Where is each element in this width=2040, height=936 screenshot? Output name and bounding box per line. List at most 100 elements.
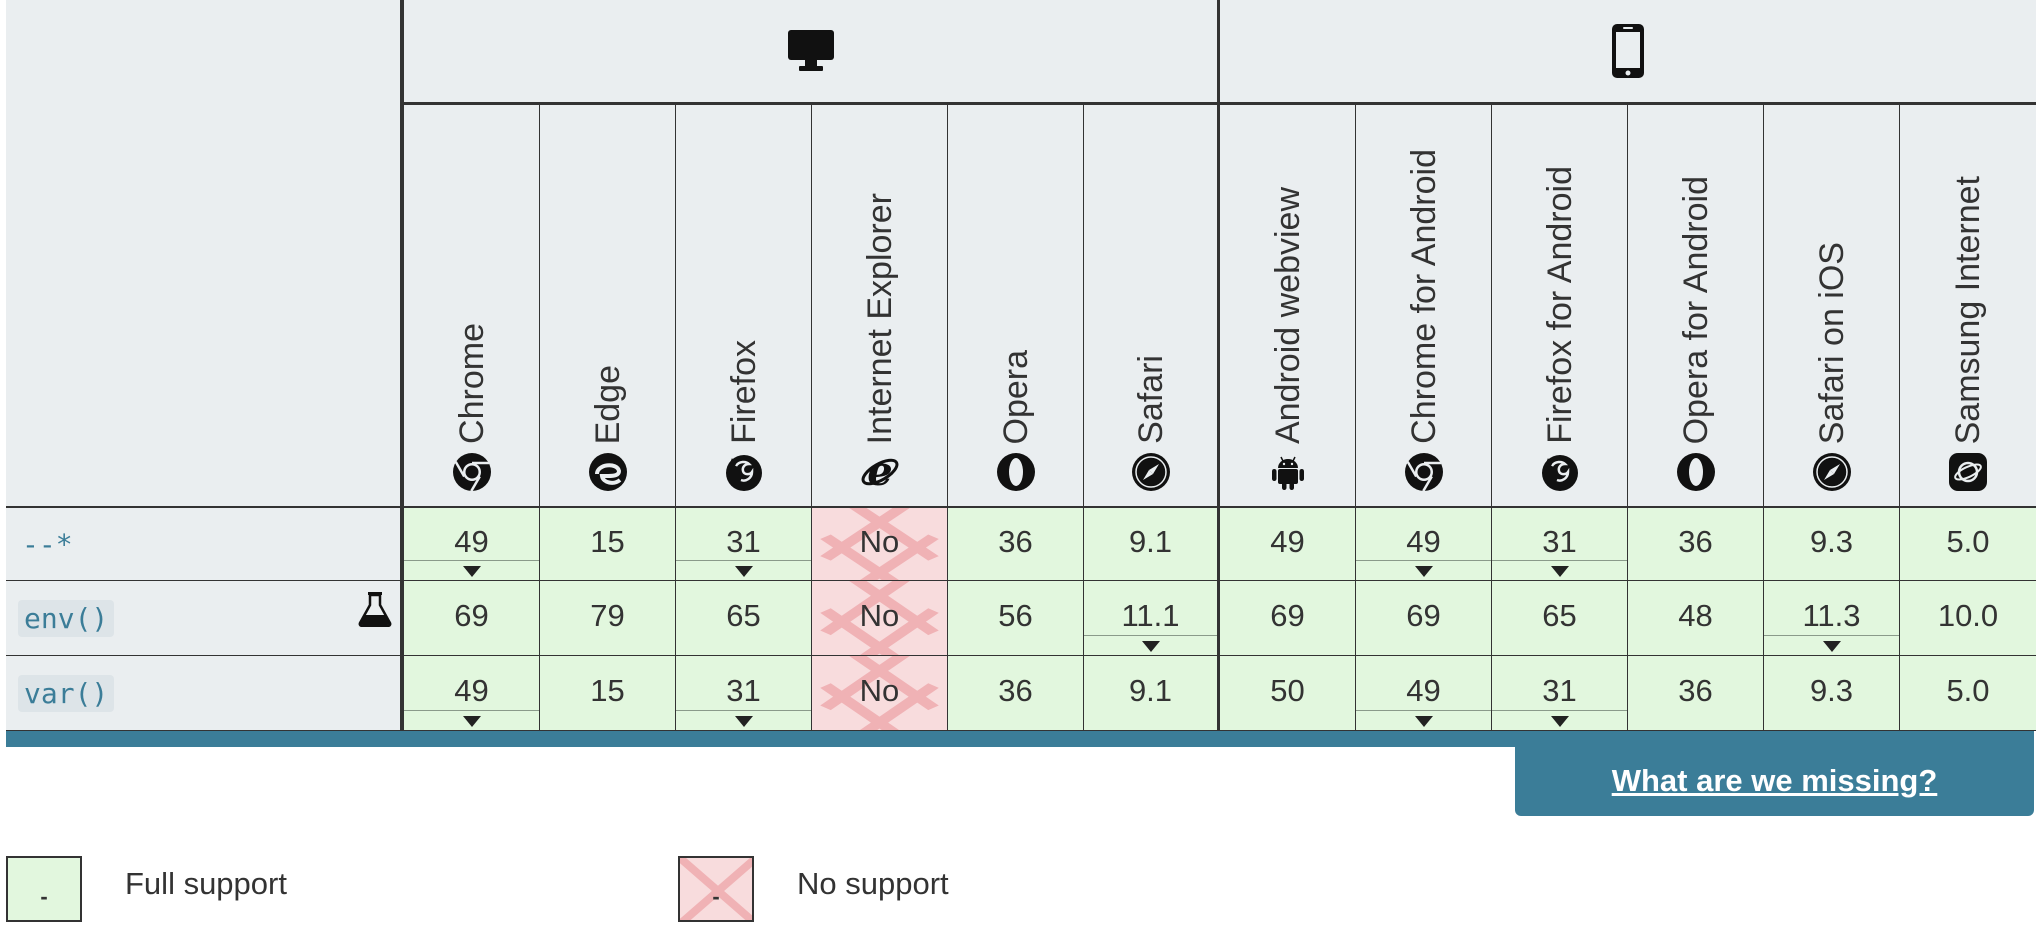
feature-row-header: --* (6, 508, 404, 581)
browser-name: Opera (996, 349, 1035, 445)
support-cell-chrome: 69 (404, 581, 540, 656)
support-cell-opera-for-android: 36 (1628, 508, 1764, 581)
browser-name: Android webview (1268, 186, 1307, 444)
support-version: 31 (726, 673, 761, 708)
notes-toggle-chevron-icon[interactable] (1084, 635, 1217, 655)
support-cell-edge: 15 (540, 508, 676, 581)
support-version: 50 (1270, 673, 1305, 708)
support-cell-samsung-internet: 10.0 (1900, 581, 2036, 656)
no-support-cross-icon (812, 656, 947, 730)
browser-name: Safari on iOS (1812, 241, 1851, 444)
notes-toggle-chevron-icon[interactable] (404, 560, 539, 580)
notes-toggle-chevron-icon[interactable] (676, 710, 811, 730)
support-version: 31 (1542, 524, 1577, 559)
support-cell-chrome-for-android[interactable]: 49 (1356, 656, 1492, 731)
firefox-icon (724, 452, 764, 492)
support-cell-safari[interactable]: 11.1 (1084, 581, 1220, 656)
svg-text:e: e (867, 452, 892, 492)
support-version: 10.0 (1937, 598, 1999, 633)
support-cell-safari: 9.1 (1084, 656, 1220, 731)
support-version: No (859, 673, 900, 708)
feature-name-link[interactable]: var() (18, 674, 115, 712)
notes-toggle-chevron-icon[interactable] (1492, 710, 1627, 730)
support-cell-internet-explorer: No (812, 581, 948, 656)
support-cell-firefox-for-android[interactable]: 31 (1492, 656, 1628, 731)
browser-name: Internet Explorer (860, 192, 899, 444)
browser-header-firefox: Firefox (676, 105, 812, 508)
browser-header-opera: Opera (948, 105, 1084, 508)
feature-row-header: env() (6, 581, 404, 656)
support-version: 31 (726, 524, 761, 559)
support-cell-chrome-for-android[interactable]: 49 (1356, 508, 1492, 581)
support-cell-firefox: 65 (676, 581, 812, 656)
browser-name: Opera for Android (1676, 175, 1715, 444)
support-cell-chrome[interactable]: 49 (404, 656, 540, 731)
legend-full-support-label: Full support (125, 866, 287, 901)
browser-header-internet-explorer: Internet Explorer e (812, 105, 948, 508)
support-version: 5.0 (1946, 524, 1990, 559)
support-cell-android-webview: 69 (1220, 581, 1356, 656)
support-cell-safari: 9.1 (1084, 508, 1220, 581)
browser-name: Firefox for Android (1540, 166, 1579, 444)
support-version: 36 (998, 673, 1033, 708)
support-version: 49 (1406, 524, 1441, 559)
opera-icon (1676, 452, 1716, 492)
support-version: 9.3 (1809, 524, 1854, 559)
desktop-icon (787, 30, 834, 71)
support-version: 36 (998, 524, 1033, 559)
notes-toggle-chevron-icon[interactable] (1356, 710, 1491, 730)
experimental-flask-icon (358, 591, 392, 628)
table-corner (6, 0, 404, 508)
legend-no-support-label: No support (797, 866, 949, 901)
support-cell-samsung-internet: 5.0 (1900, 508, 2036, 581)
compat-table: Chrome Edge Firefox Internet Explorer e Opera… (6, 0, 2036, 747)
support-cell-edge: 79 (540, 581, 676, 656)
browser-header-chrome-for-android: Chrome for Android (1356, 105, 1492, 508)
support-version: 5.0 (1946, 673, 1990, 708)
support-version: 49 (454, 673, 489, 708)
feature-name-link[interactable]: --* (22, 527, 73, 561)
support-version: 9.1 (1128, 673, 1173, 708)
support-cell-safari-on-ios[interactable]: 11.3 (1764, 581, 1900, 656)
support-version: 69 (1406, 598, 1441, 633)
support-cell-firefox[interactable]: 31 (676, 656, 812, 731)
browser-header-opera-for-android: Opera for Android (1628, 105, 1764, 508)
feature-row-header: var() (6, 656, 404, 731)
feature-name-link[interactable]: env() (18, 599, 115, 637)
support-cell-firefox-for-android[interactable]: 31 (1492, 508, 1628, 581)
support-version: 65 (726, 598, 761, 633)
support-version: 65 (1542, 598, 1577, 633)
browser-header-edge: Edge (540, 105, 676, 508)
chrome-icon (452, 452, 492, 492)
edge-icon (588, 452, 628, 492)
support-version: 9.1 (1128, 524, 1173, 559)
support-version: 36 (1678, 524, 1713, 559)
notes-toggle-chevron-icon[interactable] (1764, 635, 1899, 655)
support-cell-chrome-for-android: 69 (1356, 581, 1492, 656)
support-cell-android-webview: 50 (1220, 656, 1356, 731)
no-support-cross-icon (812, 581, 947, 655)
support-version: 11.3 (1802, 598, 1861, 633)
browser-name: Firefox (724, 340, 763, 444)
support-version: 56 (998, 598, 1033, 633)
notes-toggle-chevron-icon[interactable] (676, 560, 811, 580)
support-version: No (859, 598, 900, 633)
notes-toggle-chevron-icon[interactable] (404, 710, 539, 730)
support-cell-opera: 36 (948, 508, 1084, 581)
support-cell-opera: 56 (948, 581, 1084, 656)
notes-toggle-chevron-icon[interactable] (1356, 560, 1491, 580)
no-support-cross-icon (812, 508, 947, 580)
browser-header-android-webview: Android webview (1220, 105, 1356, 508)
support-cell-samsung-internet: 5.0 (1900, 656, 2036, 731)
browser-header-chrome: Chrome (404, 105, 540, 508)
legend-swatch-text: - (712, 884, 720, 909)
platform-mobile-header (1220, 0, 2036, 105)
browser-name: Chrome for Android (1404, 149, 1443, 444)
support-cell-chrome[interactable]: 49 (404, 508, 540, 581)
support-cell-firefox[interactable]: 31 (676, 508, 812, 581)
safari-icon (1131, 452, 1171, 492)
what-are-we-missing-link[interactable]: What are we missing? (1611, 762, 1938, 798)
notes-toggle-chevron-icon[interactable] (1492, 560, 1627, 580)
internet-explorer-icon: e (860, 448, 900, 495)
support-version: 36 (1678, 673, 1713, 708)
